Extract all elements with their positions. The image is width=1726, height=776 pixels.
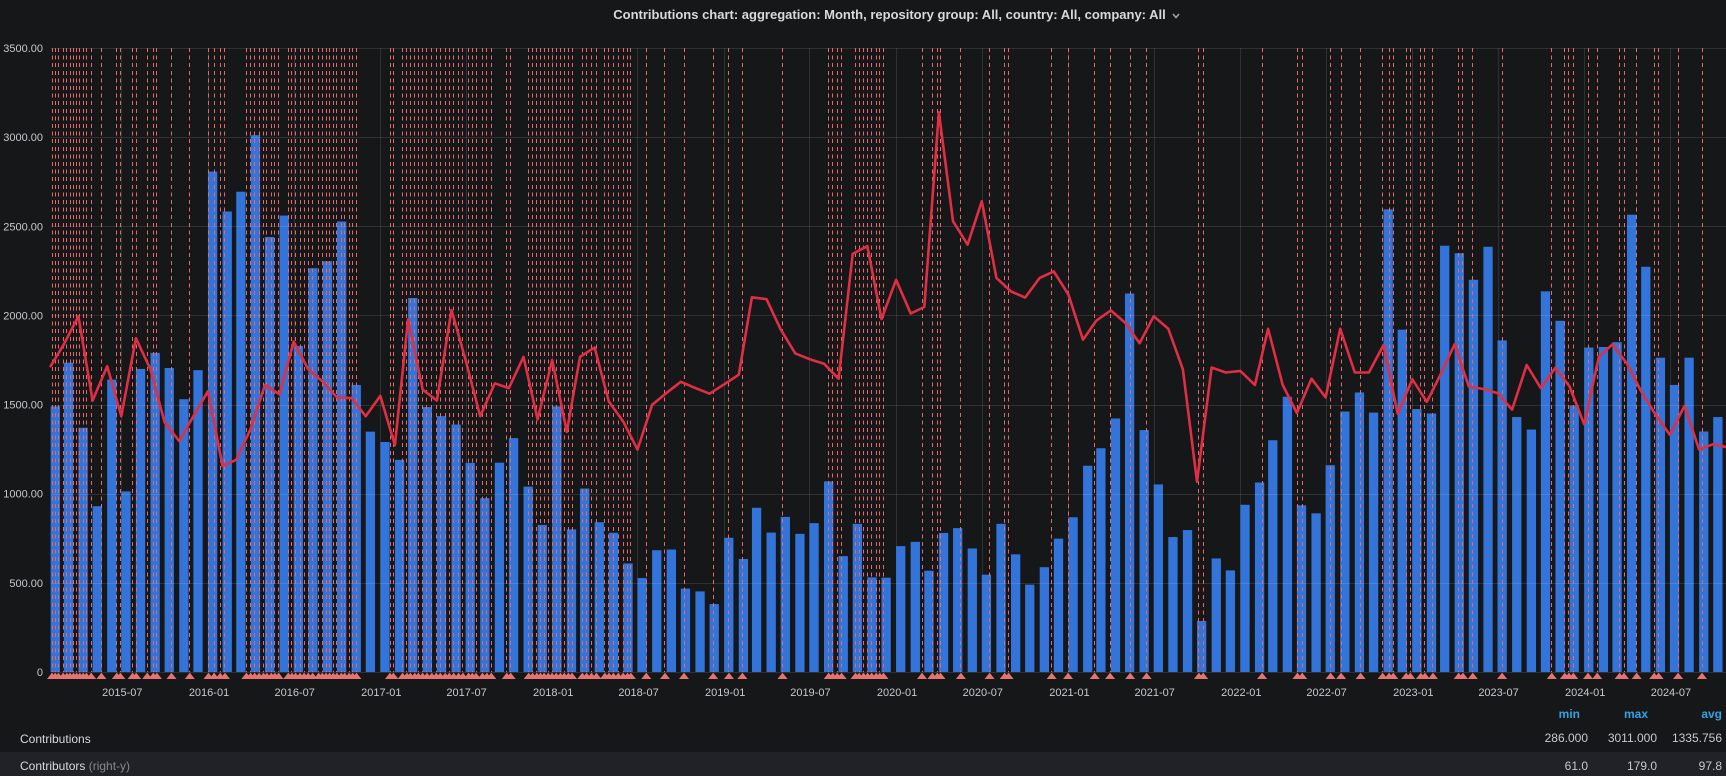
svg-text:2024-01: 2024-01 [1565,687,1605,699]
svg-text:2016-01: 2016-01 [189,687,229,699]
svg-text:2500.00: 2500.00 [3,221,43,233]
svg-text:2021-01: 2021-01 [1049,687,1089,699]
svg-text:2021-07: 2021-07 [1135,687,1175,699]
svg-text:2019-01: 2019-01 [705,687,745,699]
svg-text:2000.00: 2000.00 [3,310,43,322]
svg-text:2022-01: 2022-01 [1221,687,1261,699]
svg-text:500.00: 500.00 [9,578,43,590]
svg-text:2017-01: 2017-01 [361,687,401,699]
svg-text:3000.00: 3000.00 [3,132,43,144]
svg-text:0: 0 [37,667,43,679]
svg-text:2023-07: 2023-07 [1478,687,1518,699]
svg-text:2016-07: 2016-07 [275,687,315,699]
svg-text:2018-07: 2018-07 [618,687,658,699]
svg-text:2019-07: 2019-07 [790,687,830,699]
svg-text:1000.00: 1000.00 [3,489,43,501]
svg-text:2020-07: 2020-07 [963,687,1003,699]
svg-text:3500.00: 3500.00 [3,43,43,55]
svg-text:2022-07: 2022-07 [1306,687,1346,699]
svg-text:2017-07: 2017-07 [446,687,486,699]
svg-text:2023-01: 2023-01 [1393,687,1433,699]
svg-text:2020-01: 2020-01 [877,687,917,699]
svg-text:2024-07: 2024-07 [1651,687,1691,699]
svg-text:1500.00: 1500.00 [3,400,43,412]
svg-text:2015-07: 2015-07 [102,687,142,699]
svg-text:2018-01: 2018-01 [533,687,573,699]
